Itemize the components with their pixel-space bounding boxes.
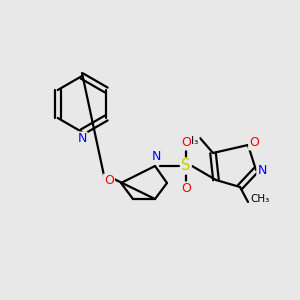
Text: O: O	[249, 136, 259, 149]
Text: O: O	[181, 182, 191, 196]
Text: N: N	[151, 151, 161, 164]
Text: O: O	[104, 175, 114, 188]
Text: CH₃: CH₃	[180, 136, 199, 146]
Text: O: O	[181, 136, 191, 149]
Text: S: S	[181, 158, 191, 173]
Text: CH₃: CH₃	[250, 194, 269, 204]
Text: N: N	[77, 133, 87, 146]
Text: N: N	[257, 164, 267, 176]
